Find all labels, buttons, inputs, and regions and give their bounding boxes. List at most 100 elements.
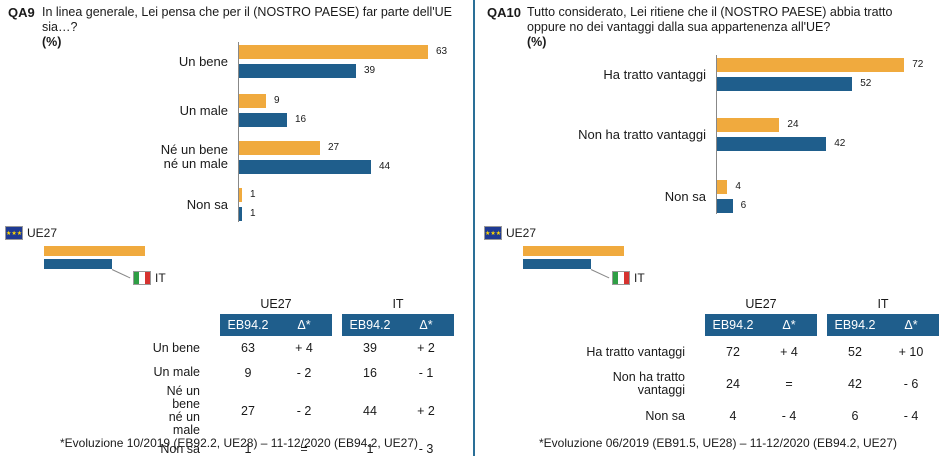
table-header-eb: EB94.2 [827, 314, 883, 336]
bar-it [239, 160, 371, 174]
table-cell: 63 [241, 341, 255, 356]
bar-ue27 [239, 141, 320, 155]
table-row: Un male 9 - 2 16 - 1 [140, 361, 454, 386]
table-row: Né un bene né un male 27 - 2 44 + 2 [140, 385, 454, 437]
legend-swatch-ue27 [523, 246, 624, 256]
eu-flag-icon: ★★★ [484, 226, 502, 240]
category-label: Un male [179, 103, 228, 118]
bar-it [239, 207, 242, 221]
panel-qa10: QA10 Tutto considerato, Lei ritiene che i… [479, 0, 943, 456]
data-label-ue27: 27 [328, 142, 340, 153]
table-header-eb: EB94.2 [342, 314, 398, 336]
table-cell: 1 [366, 442, 374, 457]
table-header-delta: Δ* [883, 314, 939, 336]
table-header-eb: EB94.2 [220, 314, 276, 336]
table-cell: = [300, 442, 308, 457]
unit-label: (%) [42, 35, 62, 49]
table-cell: + 4 [780, 345, 798, 359]
panel-qa9: QA9 In linea generale, Lei pensa che per … [0, 0, 470, 456]
table-cell: - 2 [296, 365, 312, 380]
table-group-it: IT [392, 297, 404, 311]
table-cell: - 3 [418, 442, 434, 457]
category-label: Né un bene né un male [160, 142, 228, 171]
footnote: *Evoluzione 10/2019 (EB92.2, UE28) – 11-… [60, 436, 419, 450]
table-cell: - 2 [296, 404, 312, 418]
table-cell: 4 [729, 409, 737, 423]
data-label-ue27: 4 [735, 181, 741, 192]
bar-ue27 [239, 94, 266, 108]
legend-swatch-ue27 [44, 246, 145, 256]
table-cell: - 1 [418, 365, 434, 380]
table-cell: - 6 [903, 377, 919, 391]
data-label-it: 52 [860, 78, 872, 89]
eu-flag-icon: ★★★ [5, 226, 23, 240]
category-label: Ha tratto vantaggi [603, 67, 706, 82]
bar-ue27 [239, 45, 428, 59]
table-cell: 52 [848, 345, 862, 359]
table-cell: = [785, 377, 793, 391]
question-id: QA10 [487, 5, 521, 20]
chart-axis [238, 42, 239, 222]
table-row-label: Non sa [160, 441, 200, 456]
data-label-ue27: 9 [274, 95, 280, 106]
table-row-label: Non ha tratto vantaggi [612, 370, 685, 397]
legend-swatch-it [523, 259, 591, 269]
table-cell: 16 [363, 365, 377, 380]
legend-swatch-it [44, 259, 112, 269]
category-label: Non sa [664, 189, 706, 204]
data-label-it: 39 [364, 65, 376, 76]
table-header-delta: Δ* [276, 314, 332, 336]
table-row: Non ha tratto vantaggi 24 = 42 - 6 [569, 368, 939, 400]
chart-axis [716, 55, 717, 214]
table-cell: 42 [848, 377, 862, 391]
table-row: Ha tratto vantaggi 72 + 4 52 + 10 [569, 336, 939, 368]
table-cell: - 4 [781, 409, 797, 423]
data-label-it: 44 [379, 161, 391, 172]
table-row: Non sa 4 - 4 6 - 4 [569, 400, 939, 432]
table-group-ue27: UE27 [260, 297, 292, 311]
table-header-eb: EB94.2 [705, 314, 761, 336]
data-label-ue27: 1 [250, 189, 256, 200]
table-cell: 9 [244, 365, 252, 380]
table-cell: + 10 [898, 345, 924, 359]
table-header-delta: Δ* [761, 314, 817, 336]
question-label: In linea generale, Lei pensa che per il … [42, 5, 452, 34]
table-group-ue27: UE27 [745, 297, 777, 311]
data-table: UE27 IT EB94.2 Δ* EB94.2 Δ* Ha tratto vantaggi… [569, 294, 939, 432]
question-id: QA9 [8, 5, 35, 20]
data-label-it: 6 [740, 200, 747, 211]
bar-ue27 [239, 188, 242, 202]
legend-label-it: IT [634, 271, 645, 285]
table-group-it: IT [877, 297, 889, 311]
data-label-it: 1 [250, 208, 256, 219]
bar-it [717, 137, 827, 151]
footnote: *Evoluzione 06/2019 (EB91.5, UE28) – 11-… [539, 436, 898, 450]
table-cell: 6 [851, 409, 859, 423]
data-label-ue27: 24 [787, 119, 799, 130]
table-row-label: Ha tratto vantaggi [586, 344, 685, 359]
table-cell: 44 [363, 404, 377, 418]
legend-label-ue27: UE27 [27, 226, 58, 240]
category-label: Non ha tratto vantaggi [578, 127, 706, 142]
legend-label-it: IT [155, 271, 166, 285]
bar-it [239, 113, 287, 127]
panel-divider [473, 0, 475, 456]
italy-flag-icon [133, 271, 151, 285]
bar-ue27 [717, 118, 780, 132]
data-label-it: 42 [834, 138, 846, 149]
data-label-it: 16 [295, 114, 307, 125]
table-cell: + 2 [417, 341, 435, 356]
table-cell: 1 [244, 442, 252, 457]
table-cell: + 2 [417, 404, 435, 418]
table-cell: 39 [363, 341, 377, 356]
category-label: Un bene [178, 54, 228, 69]
table-row: Un bene 63 + 4 39 + 2 [140, 336, 454, 361]
italy-flag-icon [612, 271, 630, 285]
table-header-delta: Δ* [398, 314, 454, 336]
data-label-ue27: 63 [436, 46, 448, 57]
table-cell: + 4 [295, 341, 313, 356]
legend-label-ue27: UE27 [506, 226, 537, 240]
bar-ue27 [717, 180, 728, 194]
table-cell: 27 [241, 404, 255, 418]
